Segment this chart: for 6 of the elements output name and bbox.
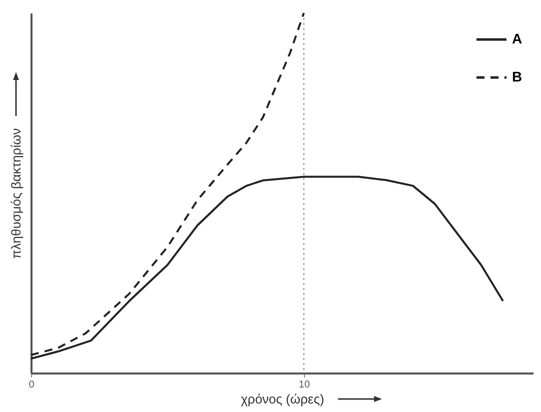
x-axis-title: χρόνος (ώρες) <box>240 392 324 406</box>
legend-label: A <box>512 30 522 46</box>
y-axis-title: πληθυσμός βακτηρίων <box>8 128 24 259</box>
x-tick-label: 10 <box>298 380 310 390</box>
x-tick-label: 0 <box>28 380 35 390</box>
legend-label: B <box>512 68 522 84</box>
